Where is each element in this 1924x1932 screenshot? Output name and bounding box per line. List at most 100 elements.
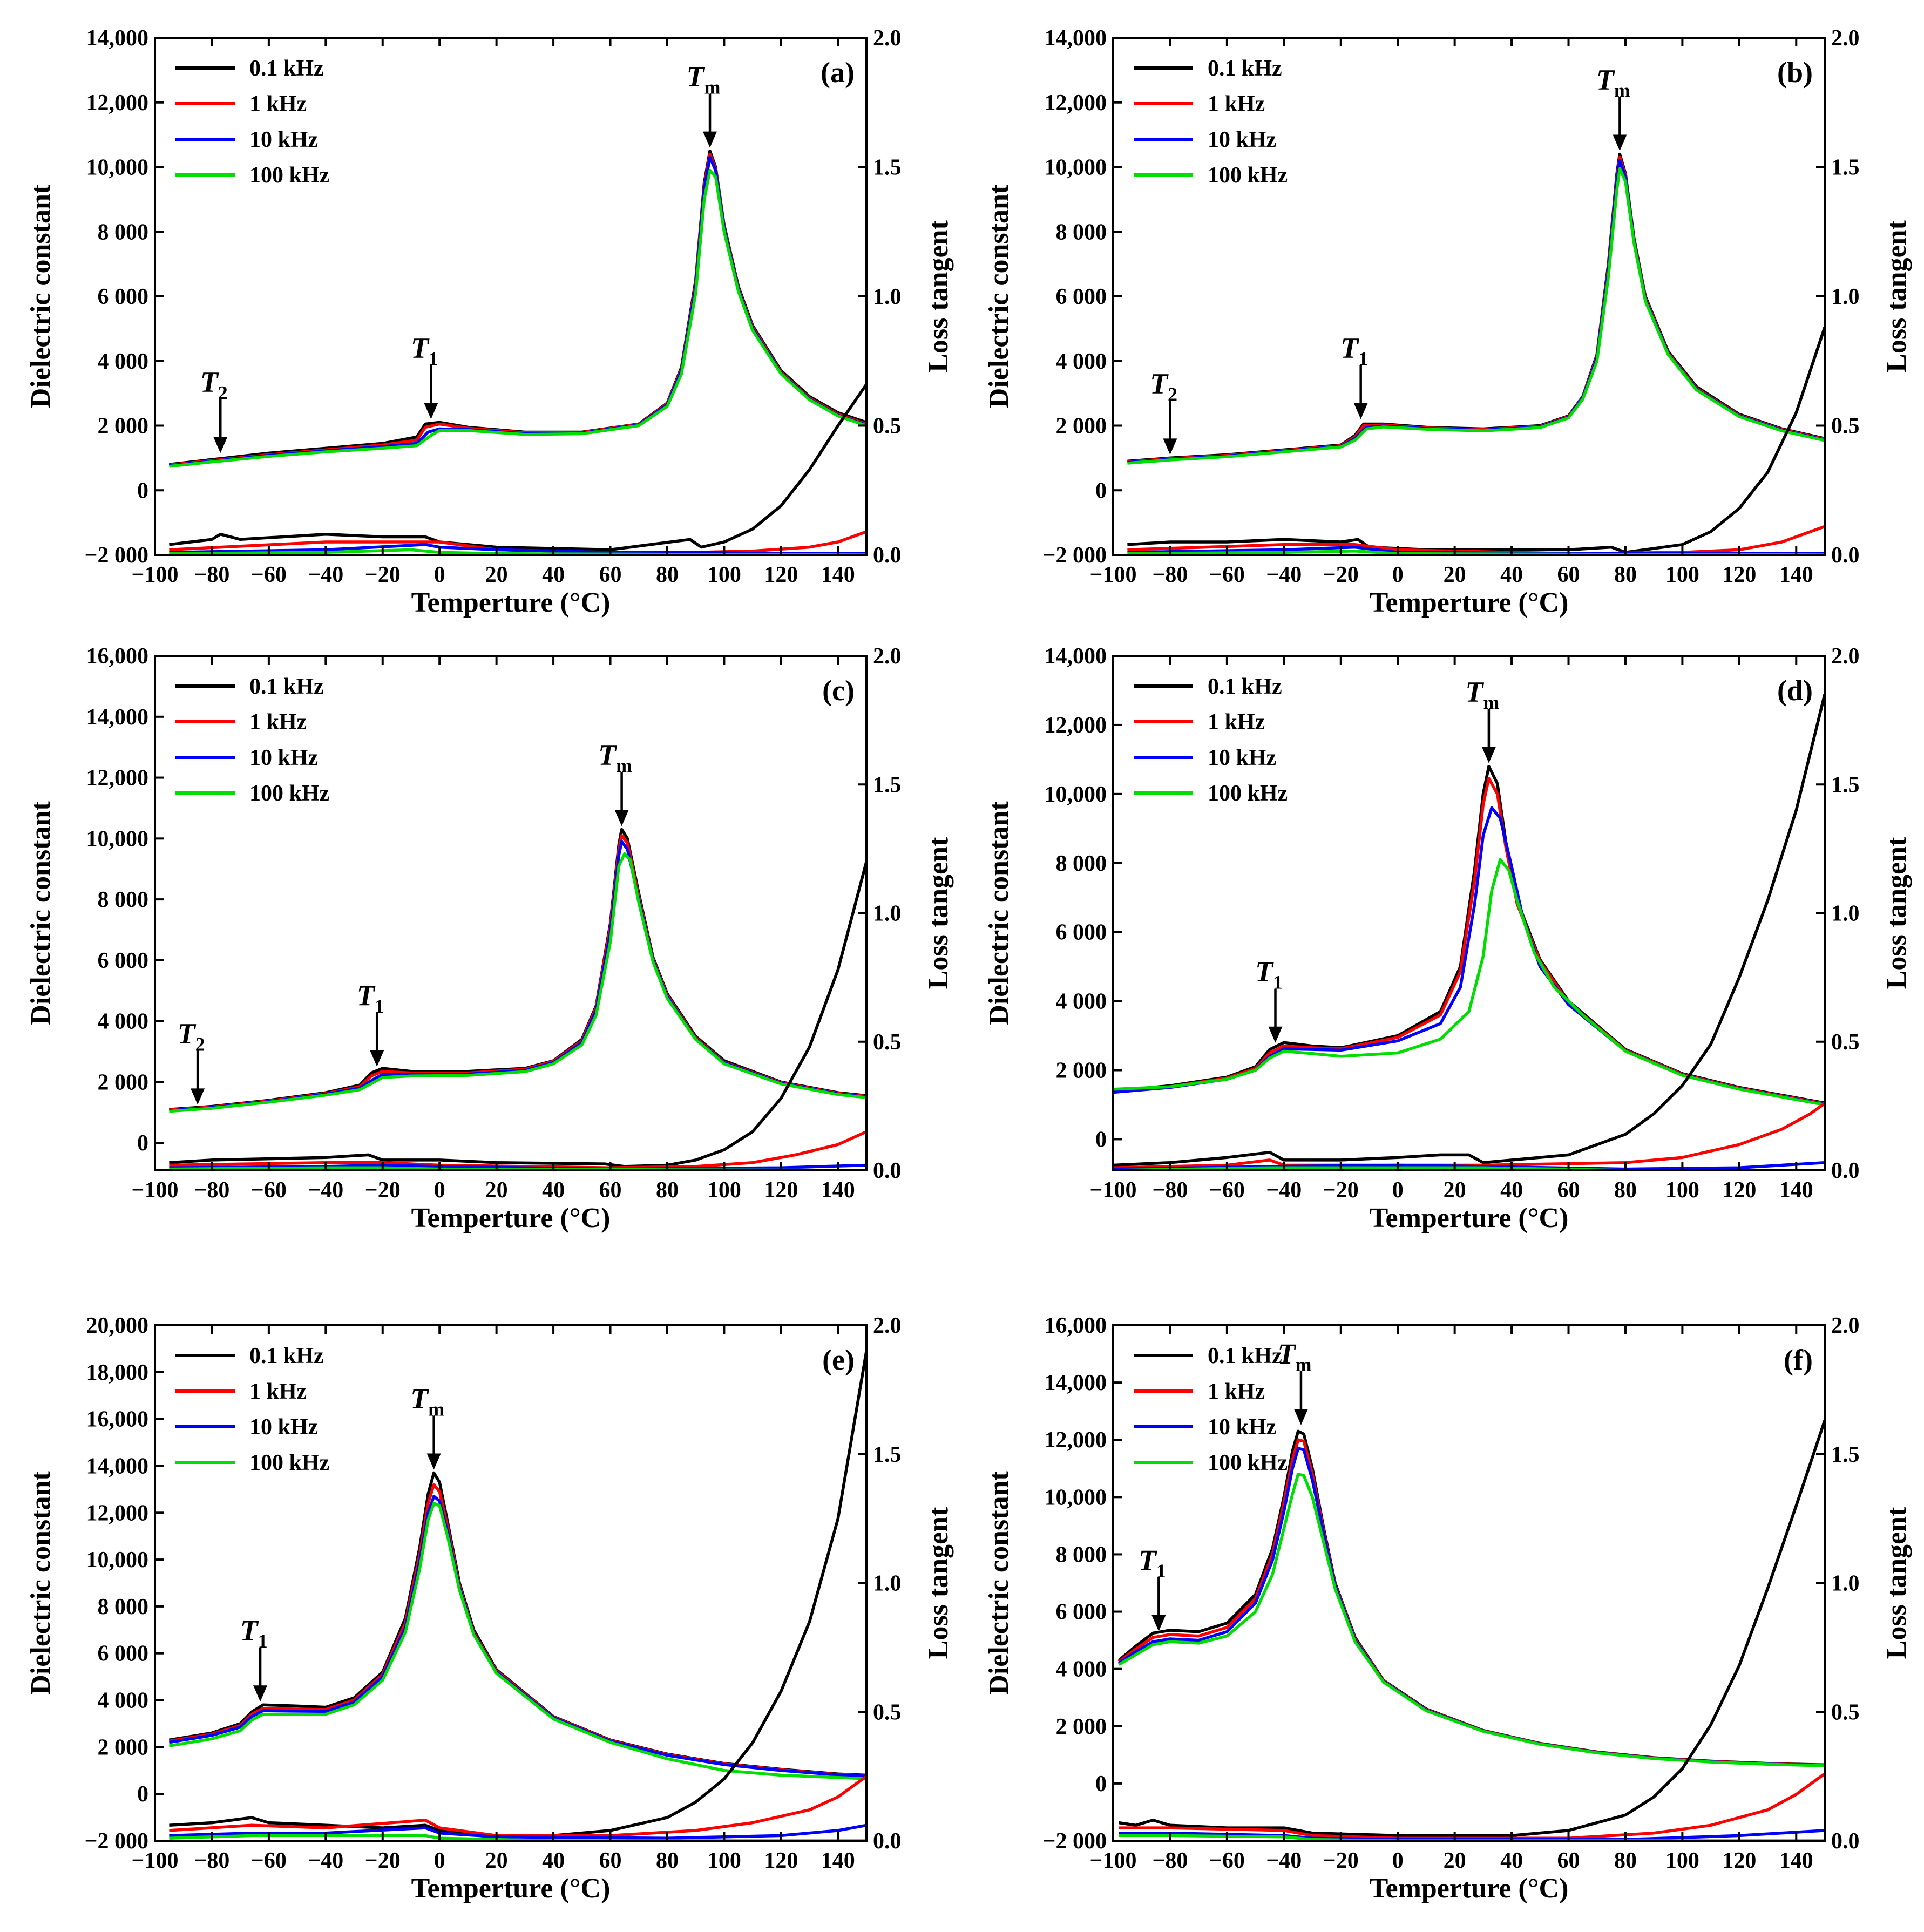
y-tick-label: 0 xyxy=(137,478,148,503)
y-tick-label: 2 000 xyxy=(1056,1059,1107,1083)
x-tick-label: −20 xyxy=(1323,1848,1359,1873)
x-tick-label: 80 xyxy=(656,1848,679,1873)
y-tick-label: 4 000 xyxy=(1056,1657,1107,1682)
y-tick-label: 6 000 xyxy=(98,1642,149,1666)
y2-tick-label: 0.5 xyxy=(1831,414,1860,439)
x-axis-title: Temperture (°C) xyxy=(1370,1203,1569,1233)
y-tick-label: 10,000 xyxy=(1045,155,1107,180)
y-tick-label: 12,000 xyxy=(1045,713,1107,738)
series-line-1kHz-left xyxy=(169,152,866,467)
series-line-100kHz-left xyxy=(169,852,866,1113)
annotation-arrow-head xyxy=(1481,747,1496,763)
y-tick-label: −2 000 xyxy=(1043,1829,1107,1854)
x-tick-label: 20 xyxy=(485,1178,508,1203)
y-tick-label: 2 000 xyxy=(98,414,149,439)
panel-label: (c) xyxy=(822,674,855,707)
legend-label: 1 kHz xyxy=(249,710,307,735)
legend-label: 100 kHz xyxy=(1208,163,1288,188)
y2-tick-label: 2.0 xyxy=(1831,1313,1860,1338)
y-tick-label: 10,000 xyxy=(86,1548,149,1572)
y-tick-label: 12,000 xyxy=(86,1501,149,1526)
y-tick-label: −2 000 xyxy=(85,543,148,568)
y-tick-label: 8 000 xyxy=(98,220,149,245)
x-tick-label: 140 xyxy=(1779,562,1813,587)
y-axis-title: Dielectric constant xyxy=(984,1471,1014,1695)
x-tick-label: −100 xyxy=(1090,562,1137,587)
y-tick-label: 2 000 xyxy=(98,1070,149,1095)
annotation-label: T1 xyxy=(1139,1544,1166,1582)
x-tick-label: 140 xyxy=(1779,1848,1813,1873)
y2-tick-label: 2.0 xyxy=(873,1313,902,1338)
y2-tick-label: 2.0 xyxy=(1831,644,1860,669)
y2-tick-label: 0.5 xyxy=(1831,1700,1860,1725)
y2-tick-label: 0.5 xyxy=(873,414,902,439)
y-axis-title: Dielectric constant xyxy=(984,801,1014,1025)
y2-tick-label: 1.5 xyxy=(873,772,902,797)
x-tick-label: −100 xyxy=(1090,1178,1137,1203)
series-group xyxy=(169,828,866,1170)
x-tick-label: 80 xyxy=(1614,1848,1637,1873)
y2-tick-label: 1.0 xyxy=(1831,1571,1860,1596)
annotation-label: Tm xyxy=(1596,64,1630,101)
series-line-10kHz-left xyxy=(169,155,866,467)
legend-label: 0.1 kHz xyxy=(1208,674,1282,699)
y2-tick-label: 0.0 xyxy=(873,1158,902,1183)
y2-tick-label: 1.0 xyxy=(873,901,902,926)
panel-label: (e) xyxy=(822,1344,855,1376)
series-line-100kHz-left xyxy=(1127,167,1825,465)
series-line-01kHz-right xyxy=(169,861,866,1168)
legend-label: 10 kHz xyxy=(1208,127,1276,152)
x-tick-label: 100 xyxy=(1665,1178,1699,1203)
annotation-T1: T1 xyxy=(240,1614,268,1702)
y-tick-label: 16,000 xyxy=(1045,1313,1107,1338)
x-tick-label: 0 xyxy=(1392,562,1404,587)
y2-tick-label: 1.5 xyxy=(873,155,902,180)
series-line-10kHz-left xyxy=(169,840,866,1113)
annotation-arrow-head xyxy=(614,810,629,826)
legend-label: 1 kHz xyxy=(249,92,307,117)
series-line-1kHz-right xyxy=(169,1130,866,1169)
annotation-arrow-head xyxy=(191,1088,205,1105)
x-tick-label: −60 xyxy=(251,1178,287,1203)
annotation-arrow-head xyxy=(1151,1615,1166,1631)
series-line-100kHz-right xyxy=(1113,1166,1825,1170)
y-tick-label: 12,000 xyxy=(1045,1428,1107,1453)
x-tick-label: −80 xyxy=(194,562,229,587)
legend-label: 100 kHz xyxy=(249,163,329,188)
y-tick-label: 12,000 xyxy=(1045,91,1107,116)
x-tick-label: 40 xyxy=(542,562,565,587)
x-tick-label: 40 xyxy=(1500,562,1523,587)
y-tick-label: 8 000 xyxy=(1056,851,1107,876)
x-tick-label: −40 xyxy=(308,1848,343,1873)
x-tick-label: 40 xyxy=(1500,1178,1523,1203)
annotation-T2: T2 xyxy=(1150,367,1177,455)
y-tick-label: 8 000 xyxy=(98,887,149,912)
y2-tick-label: 0.0 xyxy=(1831,1829,1860,1854)
x-tick-label: 60 xyxy=(599,562,622,587)
y2-tick-label: 0.0 xyxy=(873,1829,902,1854)
legend-label: 1 kHz xyxy=(1208,92,1265,117)
y2-axis-title: Loss tangent xyxy=(1881,220,1912,372)
series-line-1kHz-right xyxy=(1113,1102,1825,1169)
legend-label: 1 kHz xyxy=(1208,710,1265,735)
y-tick-label: 10,000 xyxy=(86,155,149,180)
y-tick-label: 0 xyxy=(1095,1127,1107,1152)
y-tick-label: 6 000 xyxy=(1056,284,1107,309)
y2-axis-title: Loss tangent xyxy=(923,220,954,372)
series-line-01kHz-left xyxy=(168,1471,866,1777)
y-tick-label: 0 xyxy=(137,1782,148,1807)
x-tick-label: 0 xyxy=(1392,1178,1404,1203)
annotation-arrow-head xyxy=(1613,134,1627,151)
series-line-100kHz-left xyxy=(1118,1473,1825,1767)
y2-tick-label: 1.0 xyxy=(873,1571,902,1596)
x-tick-label: 0 xyxy=(434,562,445,587)
legend-label: 10 kHz xyxy=(249,127,318,152)
x-tick-label: 0 xyxy=(434,1848,445,1873)
x-tick-label: −80 xyxy=(194,1178,229,1203)
y2-tick-label: 0.0 xyxy=(1831,543,1860,568)
series-line-01kHz-left xyxy=(169,149,866,466)
y-tick-label: −2 000 xyxy=(1043,543,1107,568)
annotation-label: T1 xyxy=(1340,332,1368,370)
panel-f: −100 −80 −60 −40 −20 0 20 40 60 80 100 120 140 −2 000… xyxy=(984,1313,1912,1904)
y-tick-label: 14,000 xyxy=(1045,26,1107,51)
